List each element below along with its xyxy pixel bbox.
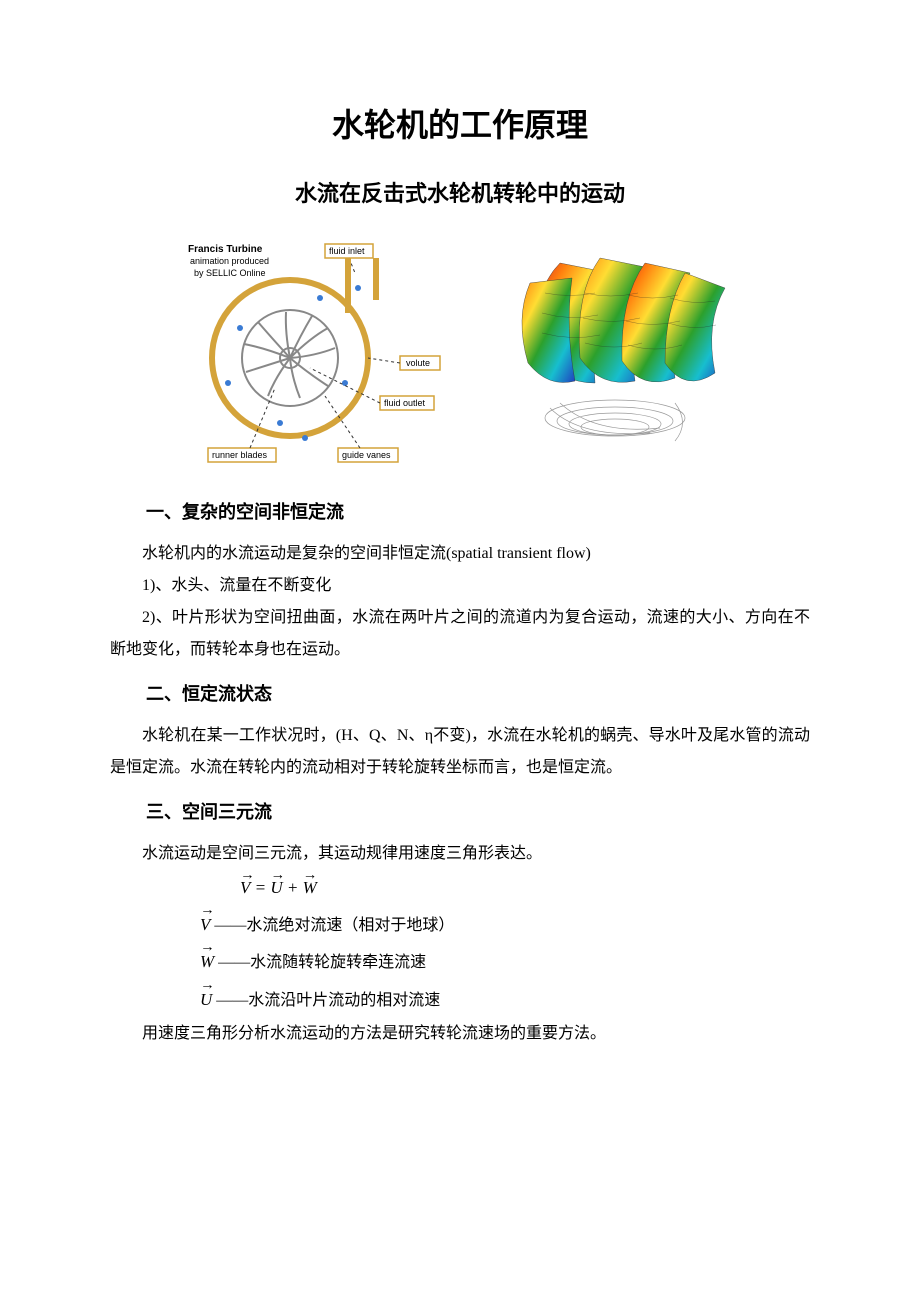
volute-label: volute: [406, 358, 430, 368]
vec-v: V: [240, 878, 250, 898]
diagram-title: Francis Turbine: [188, 244, 263, 255]
section1-heading: 一、复杂的空间非恒定流: [110, 498, 810, 524]
def-u-line: U ——水流沿叶片流动的相对流速: [200, 981, 810, 1018]
section1-p1: 水轮机内的水流运动是复杂的空间非恒定流(spatial transient fl…: [110, 538, 810, 570]
section2-heading: 二、恒定流状态: [110, 680, 810, 706]
fluid-inlet-label: fluid inlet: [329, 246, 365, 256]
def-v-line: V ——水流绝对流速（相对于地球）: [200, 906, 810, 943]
diagram-sub1: animation produced: [190, 256, 269, 266]
velocity-formula: V = U + W: [240, 878, 810, 898]
section3-p1: 水流运动是空间三元流，其运动规律用速度三角形表达。: [110, 838, 810, 870]
def-w-line: W ——水流随转轮旋转牵连流速: [200, 943, 810, 980]
fluid-outlet-label: fluid outlet: [384, 398, 426, 408]
section2-p1: 水轮机在某一工作状况时，(H、Q、N、η不变)，水流在水轮机的蜗壳、导水叶及尾水…: [110, 720, 810, 784]
def-u-text: ——水流沿叶片流动的相对流速: [216, 992, 440, 1009]
cfd-blades: [522, 258, 725, 441]
vec-u: U: [270, 878, 282, 898]
page-subtitle: 水流在反击式水轮机转轮中的运动: [110, 176, 810, 208]
def-w-text: ——水流随转轮旋转牵连流速: [218, 954, 426, 971]
volute-leader: [368, 358, 400, 363]
section3-p2: 用速度三角形分析水流运动的方法是研究转轮流速场的重要方法。: [110, 1018, 810, 1050]
section1-p3: 2)、叶片形状为空间扭曲面，水流在两叶片之间的流道内为复合运动，流速的大小、方向…: [110, 602, 810, 666]
volute-casing: [212, 258, 376, 436]
def-u-sym: U: [200, 981, 212, 1018]
runner-blades: [244, 312, 335, 398]
guide-vanes-label: guide vanes: [342, 450, 391, 460]
francis-turbine-diagram: Francis Turbine animation produced by SE…: [180, 238, 470, 468]
figure-row: Francis Turbine animation produced by SE…: [110, 238, 810, 468]
vec-w: W: [303, 878, 317, 898]
page-title: 水轮机的工作原理: [110, 100, 810, 146]
def-v-text: ——水流绝对流速（相对于地球）: [214, 917, 454, 934]
plus-sign: +: [283, 878, 303, 897]
section1-p2: 1)、水头、流量在不断变化: [110, 570, 810, 602]
section3-heading: 三、空间三元流: [110, 798, 810, 824]
cfd-runner-render: [500, 238, 740, 468]
diagram-sub2: by SELLIC Online: [194, 268, 266, 278]
runner-blades-label: runner blades: [212, 450, 268, 460]
